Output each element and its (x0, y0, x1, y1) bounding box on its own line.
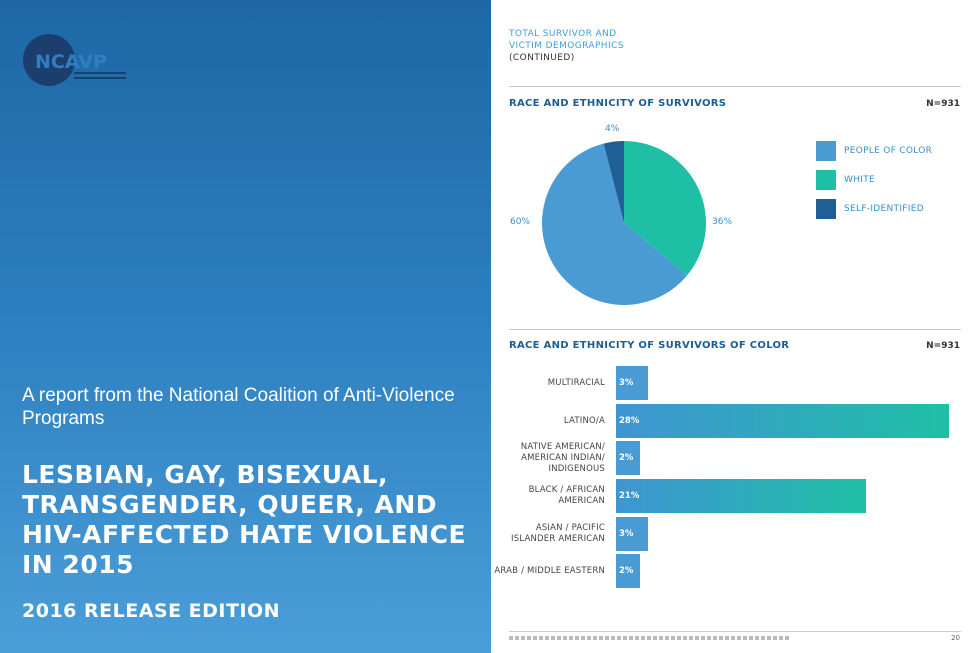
bar-row: ASIAN / PACIFIC ISLANDER AMERICAN 3% (491, 517, 980, 551)
bar-category-label: ARAB / MIDDLE EASTERN (494, 565, 605, 576)
bar-n-label: N=931 (926, 341, 960, 351)
bar-value-label: 3% (619, 378, 634, 388)
ncavp-logo: NCAVP (23, 34, 126, 86)
pie-label-people-of-color: 60% (510, 217, 531, 227)
bar: 2% (616, 554, 640, 588)
report-subtitle: A report from the National Coalition of … (22, 385, 455, 429)
section-continued: (CONTINUED) (509, 53, 575, 63)
pie-chart (542, 141, 706, 305)
pie-label-self-identified: 4% (605, 124, 620, 134)
bar-category-label: ASIAN / PACIFIC ISLANDER AMERICAN (511, 523, 605, 544)
bar-value-label: 28% (619, 416, 640, 426)
bar-value-label: 2% (619, 453, 634, 463)
bar-row: MULTIRACIAL 3% (491, 366, 980, 400)
divider (509, 631, 961, 632)
legend-swatch (816, 199, 836, 219)
bar-chart-title: RACE AND ETHNICITY OF SURVIVORS OF COLOR (509, 340, 790, 351)
svg-text:NCAVP: NCAVP (35, 51, 107, 73)
bar-category-label: BLACK / AFRICAN AMERICAN (528, 485, 605, 506)
legend-label: WHITE (844, 175, 876, 185)
bar-category-label: LATINO/A (563, 415, 605, 426)
section-line: TOTAL SURVIVOR AND (509, 29, 617, 39)
bar: 2% (616, 441, 640, 475)
legend-label: PEOPLE OF COLOR (844, 146, 933, 156)
bar: 21% (616, 479, 866, 513)
footer-running-title (509, 636, 789, 640)
pie-slice-people-of-color (542, 143, 688, 305)
section-heading: TOTAL SURVIVOR AND VICTIM DEMOGRAPHICS (… (509, 28, 624, 64)
legend-item: WHITE (816, 170, 932, 190)
pie-n-label: N=931 (926, 99, 960, 109)
pie-label-white: 36% (712, 217, 733, 227)
pie-legend: PEOPLE OF COLOR WHITE SELF-IDENTIFIED (816, 141, 932, 228)
report-title: LESBIAN, GAY, BISEXUAL, TRANSGENDER, QUE… (22, 460, 467, 579)
bar: 3% (616, 366, 648, 400)
bar-category-label: MULTIRACIAL (547, 377, 605, 388)
divider (509, 329, 961, 330)
pie-slice-self-identified (603, 141, 624, 223)
report-page: TOTAL SURVIVOR AND VICTIM DEMOGRAPHICS (… (491, 0, 980, 653)
bar-row: BLACK / AFRICAN AMERICAN 21% (491, 479, 980, 513)
legend-swatch (816, 170, 836, 190)
bar: 3% (616, 517, 648, 551)
pie-slice-white (624, 141, 706, 276)
legend-item: PEOPLE OF COLOR (816, 141, 932, 161)
bar: 28% (616, 404, 949, 438)
legend-item: SELF-IDENTIFIED (816, 199, 932, 219)
report-edition: 2016 RELEASE EDITION (22, 600, 281, 622)
bar-value-label: 2% (619, 566, 634, 576)
bar-row: LATINO/A 28% (491, 404, 980, 438)
cover-panel: NCAVP A report from the National Coaliti… (0, 0, 491, 653)
bar-row: ARAB / MIDDLE EASTERN 2% (491, 554, 980, 588)
bar-value-label: 3% (619, 529, 634, 539)
section-line: VICTIM DEMOGRAPHICS (509, 41, 624, 51)
bar-category-label: NATIVE AMERICAN/ AMERICAN INDIAN/ INDIGE… (520, 441, 605, 474)
bar-row: NATIVE AMERICAN/ AMERICAN INDIAN/ INDIGE… (491, 441, 980, 475)
page-number: 20 (951, 634, 960, 642)
legend-label: SELF-IDENTIFIED (844, 204, 924, 214)
bar-value-label: 21% (619, 491, 640, 501)
divider (509, 86, 961, 87)
legend-swatch (816, 141, 836, 161)
pie-chart-title: RACE AND ETHNICITY OF SURVIVORS (509, 98, 727, 109)
